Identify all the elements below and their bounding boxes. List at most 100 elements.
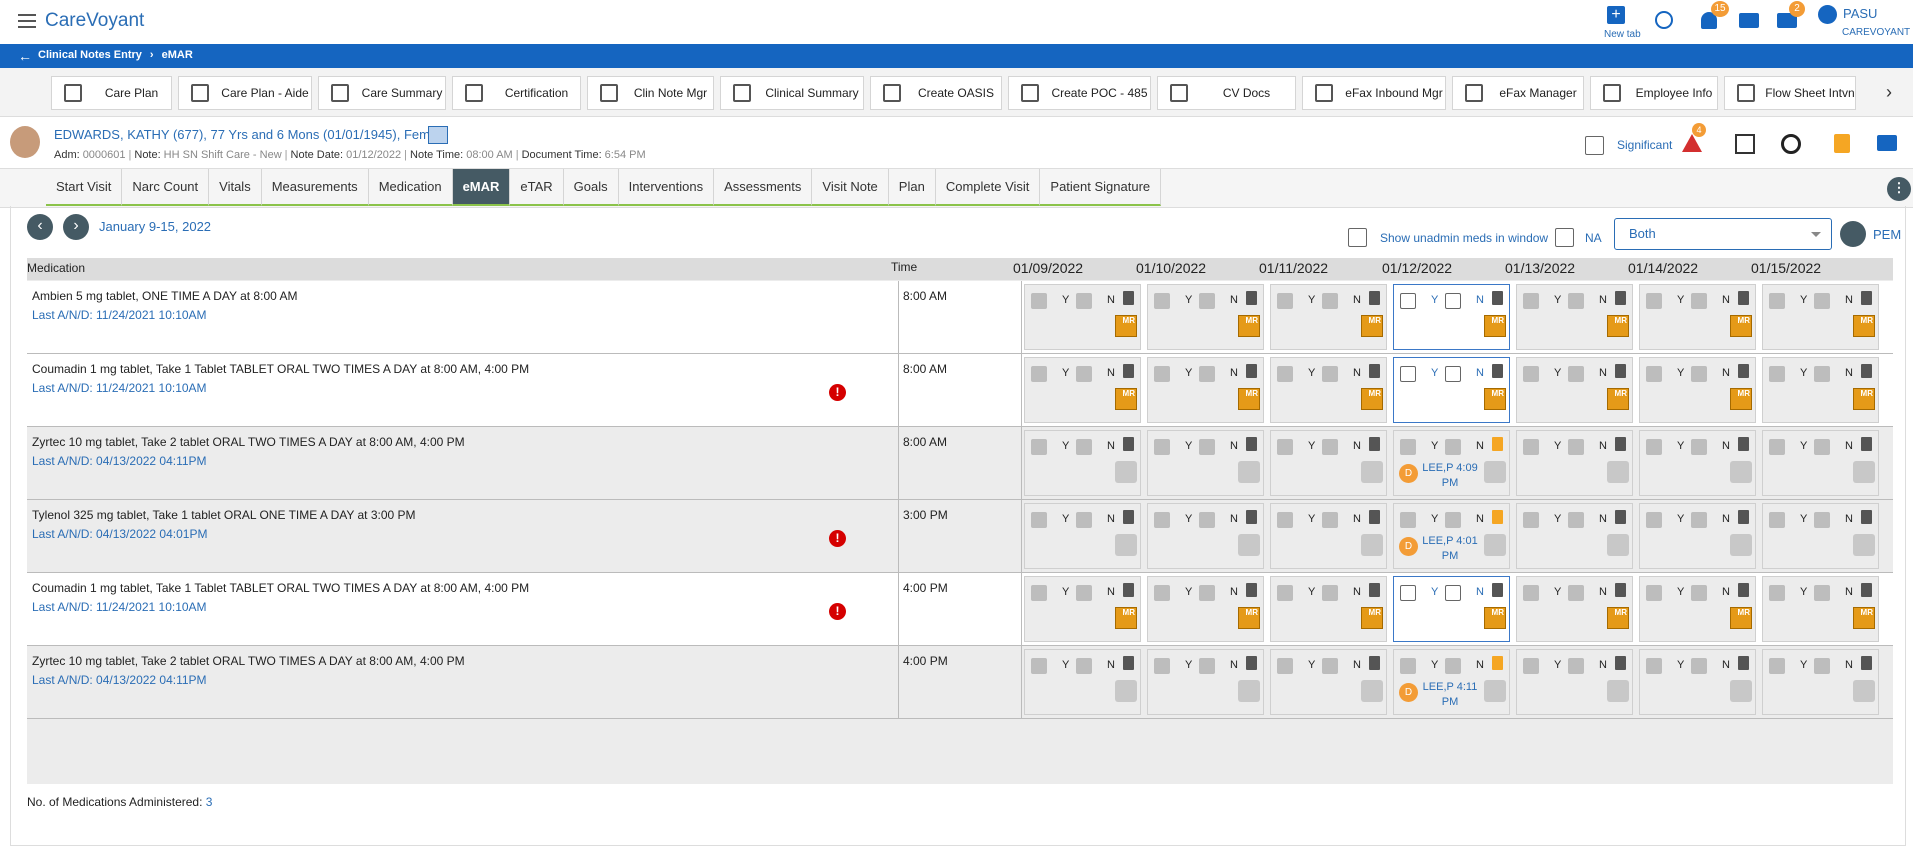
no-checkbox[interactable]	[1691, 366, 1707, 382]
toolbar-item[interactable]: Care Plan - Aide	[178, 76, 312, 110]
yes-checkbox[interactable]	[1769, 293, 1785, 309]
mr-icon[interactable]: MR	[1361, 607, 1383, 629]
med-cell[interactable]: Y N MR	[1393, 284, 1510, 350]
note-icon[interactable]	[1615, 510, 1626, 524]
med-cell[interactable]: Y N MR	[1639, 576, 1756, 642]
toolbar-item[interactable]: Care Summary	[318, 76, 446, 110]
yes-checkbox[interactable]	[1154, 293, 1170, 309]
mr-icon[interactable]: MR	[1853, 388, 1875, 410]
no-checkbox[interactable]	[1814, 585, 1830, 601]
no-checkbox[interactable]	[1199, 658, 1215, 674]
no-checkbox[interactable]	[1445, 512, 1461, 528]
no-checkbox[interactable]	[1076, 658, 1092, 674]
note-icon[interactable]	[1738, 364, 1749, 378]
mail-icon[interactable]	[1777, 13, 1797, 28]
mr-icon[interactable]: MR	[1730, 607, 1752, 629]
mr-icon[interactable]: MR	[1607, 315, 1629, 337]
dose-icon[interactable]	[1361, 461, 1383, 483]
no-checkbox[interactable]	[1076, 366, 1092, 382]
breadcrumb-item[interactable]: eMAR	[161, 49, 193, 61]
med-cell[interactable]: Y N MR	[1393, 357, 1510, 423]
no-checkbox[interactable]	[1445, 585, 1461, 601]
no-checkbox[interactable]	[1322, 585, 1338, 601]
note-icon[interactable]	[1123, 656, 1134, 670]
yes-checkbox[interactable]	[1277, 439, 1293, 455]
note-icon[interactable]	[1492, 510, 1503, 524]
note-icon[interactable]	[1861, 437, 1872, 451]
next-week[interactable]: ›	[63, 214, 89, 240]
no-checkbox[interactable]	[1691, 658, 1707, 674]
toolbar-item[interactable]: Employee Info	[1590, 76, 1718, 110]
significant-checkbox[interactable]	[1585, 136, 1604, 155]
med-cell[interactable]: Y N MR	[1516, 576, 1633, 642]
toolbar-item[interactable]: Clinical Summary	[720, 76, 864, 110]
no-checkbox[interactable]	[1322, 439, 1338, 455]
note-icon[interactable]	[1123, 437, 1134, 451]
yes-checkbox[interactable]	[1646, 585, 1662, 601]
toolbar-item[interactable]: Care Plan	[51, 76, 172, 110]
med-cell[interactable]: Y N MR	[1270, 357, 1387, 423]
no-checkbox[interactable]	[1691, 585, 1707, 601]
dose-icon[interactable]	[1115, 534, 1137, 556]
toolbar-item[interactable]: eFax Inbound Mgr	[1302, 76, 1446, 110]
toolbar-item[interactable]: Clin Note Mgr	[587, 76, 714, 110]
med-cell[interactable]: Y N MR	[1024, 357, 1141, 423]
no-checkbox[interactable]	[1568, 585, 1584, 601]
mr-icon[interactable]: MR	[1484, 315, 1506, 337]
note-icon[interactable]	[1369, 656, 1380, 670]
notifications-icon[interactable]	[1701, 12, 1717, 29]
new-tab-icon[interactable]: +	[1607, 6, 1625, 24]
mr-icon[interactable]: MR	[1361, 315, 1383, 337]
alert-icon[interactable]: !	[829, 384, 846, 401]
med-cell[interactable]: Y N MR	[1147, 284, 1264, 350]
yes-checkbox[interactable]	[1769, 366, 1785, 382]
no-checkbox[interactable]	[1691, 439, 1707, 455]
note-icon[interactable]	[1492, 291, 1503, 305]
no-checkbox[interactable]	[1322, 366, 1338, 382]
yes-checkbox[interactable]	[1154, 512, 1170, 528]
yes-checkbox[interactable]	[1769, 585, 1785, 601]
yes-checkbox[interactable]	[1277, 366, 1293, 382]
tab[interactable]: Plan	[888, 169, 936, 206]
tab[interactable]: Complete Visit	[935, 169, 1041, 206]
note-icon[interactable]	[1246, 510, 1257, 524]
note-icon[interactable]	[1369, 437, 1380, 451]
note-icon[interactable]	[1615, 656, 1626, 670]
target-icon[interactable]	[1781, 134, 1801, 154]
note-icon[interactable]	[1861, 291, 1872, 305]
dose-icon[interactable]	[1361, 534, 1383, 556]
yes-checkbox[interactable]	[1277, 293, 1293, 309]
dose-icon[interactable]	[1730, 534, 1752, 556]
note-icon[interactable]	[1123, 583, 1134, 597]
note-icon[interactable]	[1369, 510, 1380, 524]
med-cell[interactable]: Y N MR	[1270, 284, 1387, 350]
yes-checkbox[interactable]	[1646, 658, 1662, 674]
note-icon[interactable]	[1738, 583, 1749, 597]
med-cell[interactable]: Y N MR	[1024, 576, 1141, 642]
yes-checkbox[interactable]	[1523, 585, 1539, 601]
mr-icon[interactable]: MR	[1484, 607, 1506, 629]
dose-icon[interactable]	[1853, 680, 1875, 702]
mr-icon[interactable]: MR	[1730, 315, 1752, 337]
alert-icon[interactable]: !	[829, 530, 846, 547]
no-checkbox[interactable]	[1814, 366, 1830, 382]
no-checkbox[interactable]	[1445, 366, 1461, 382]
no-checkbox[interactable]	[1199, 512, 1215, 528]
note-icon[interactable]	[1246, 291, 1257, 305]
note-icon[interactable]	[1123, 291, 1134, 305]
tab[interactable]: Vitals	[209, 169, 262, 206]
compose-icon[interactable]	[1739, 13, 1759, 28]
tab[interactable]: Medication	[368, 169, 453, 206]
mr-icon[interactable]: MR	[1238, 388, 1260, 410]
tab[interactable]: Interventions	[618, 169, 715, 206]
toolbar-item[interactable]: Create OASIS	[870, 76, 1002, 110]
med-cell[interactable]: Y N D LEE,P 4:11 PM	[1393, 649, 1510, 715]
yes-checkbox[interactable]	[1031, 658, 1047, 674]
tab[interactable]: Assessments	[714, 169, 813, 206]
